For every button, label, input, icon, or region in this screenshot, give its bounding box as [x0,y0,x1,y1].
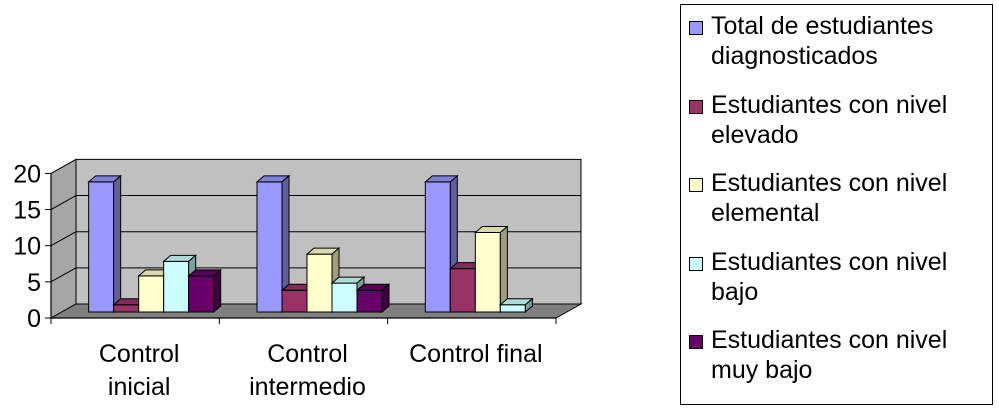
bar-front [188,275,215,313]
chart-legend: Total de estudiantes diagnosticados Estudi… [680,4,993,405]
legend-label-line: bajo [711,277,759,306]
bar-front [499,304,526,313]
gridline-side [50,195,77,210]
bar-front [138,275,165,313]
bar-front [356,289,383,313]
bar-front [424,181,451,313]
legend-label: Estudiantes con nivel bajo [711,247,991,307]
bar [355,283,391,314]
bar [87,174,123,314]
bar-side [524,297,533,314]
bar-front [256,181,283,313]
bar-side [113,174,122,314]
y-tick-label: 20 [13,160,41,188]
bar-front [281,289,308,313]
gridline-side [50,231,77,247]
legend-label-line: Estudiantes con nivel [711,247,948,276]
legend-label-line: Total de estudiantes [711,12,934,40]
legend-label-line: Estudiantes con nivel [711,90,948,119]
legend-label: Estudiantes con nivel muy bajo [711,325,991,385]
legend-label-line: elevado [711,120,799,149]
x-tick-label: Control intermedio [249,340,366,401]
legend-label-line: diagnosticados [711,42,878,70]
legend-label: Total de estudiantes diagnosticados [711,11,991,71]
legend-swatch [689,178,703,192]
bar-front [113,304,140,313]
bar-side [381,283,390,314]
x-tick-label: Control final [409,340,542,368]
legend-label: Estudiantes con nivel elemental [711,168,991,228]
legend-label: Estudiantes con nivel elevado [711,90,991,150]
legend-label-line: muy bajo [711,356,813,384]
bar [473,225,509,314]
x-tick-label: Control inicial [99,340,180,401]
y-tick-label: 0 [27,305,41,333]
legend-label-line: elemental [711,199,820,227]
legend-label-line: Estudiantes con nivel [711,326,948,354]
bar-front [331,282,358,313]
bar-front [306,253,333,313]
bar-side [213,268,222,314]
bar-front [163,260,190,313]
y-tick-label: 10 [13,233,41,261]
legend-swatch [689,21,703,35]
bar-front [474,231,501,313]
y-tick-label: 5 [27,269,41,297]
bar-front [88,181,115,313]
gridline-side [50,267,77,283]
bar-front [449,268,476,313]
bar [498,297,534,314]
legend-swatch [689,256,703,271]
bar [255,174,291,314]
y-tick-label: 15 [13,197,41,225]
legend-swatch [689,335,703,349]
legend-label-line: Estudiantes con nivel [711,169,948,197]
legend-swatch [689,99,703,114]
bar [187,268,223,314]
